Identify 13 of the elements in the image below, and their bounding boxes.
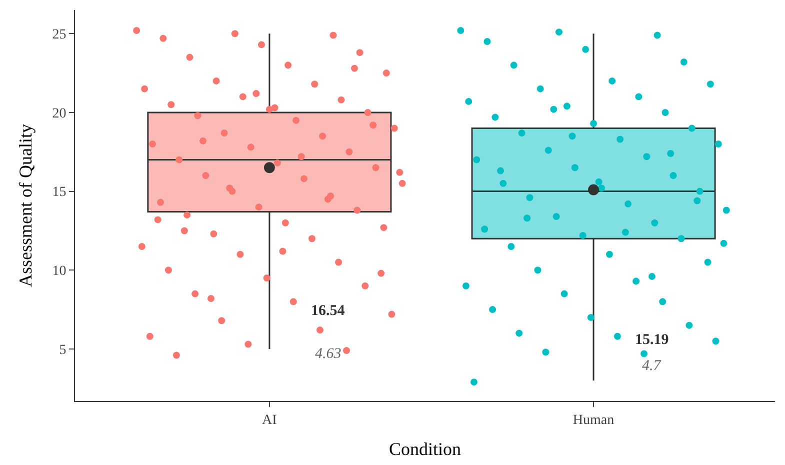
- annotation: 15.19: [635, 332, 669, 348]
- annotation: 4.7: [642, 358, 662, 374]
- annotation: 16.54: [311, 303, 346, 319]
- y-tick-label: 10: [52, 264, 66, 280]
- y-tick-label: 25: [52, 28, 66, 43]
- y-tick-label: 5: [59, 342, 66, 358]
- x-tick-label: AI: [262, 412, 278, 428]
- x-axis-title: Condition: [388, 438, 462, 459]
- x-tick-label: Human: [572, 412, 614, 428]
- annotation: 4.63: [315, 346, 342, 362]
- y-tick-label: 15: [52, 185, 66, 200]
- y-axis-title: Assessment of Quality: [15, 124, 36, 287]
- y-tick-label: 20: [52, 106, 66, 122]
